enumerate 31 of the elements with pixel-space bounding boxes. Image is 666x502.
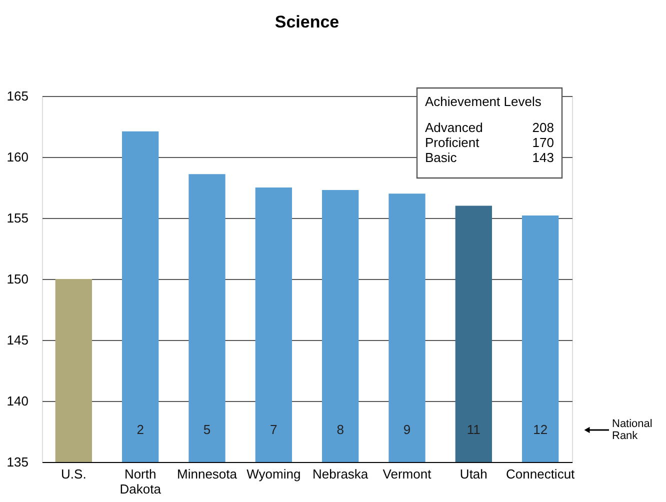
y-tick-label: 165	[6, 88, 28, 104]
chart-title: Science	[274, 12, 340, 32]
annotation: 5	[203, 422, 211, 437]
annotation: Achievement Levels	[425, 94, 542, 109]
x-tick-label: Wyoming	[246, 466, 301, 482]
annotation: 7	[270, 422, 278, 437]
annotation: 170	[532, 135, 554, 150]
annotation: 12	[533, 422, 548, 437]
x-tick-label: Minnesota	[177, 466, 238, 482]
annotation: Proficient	[425, 135, 480, 150]
y-tick-label: 145	[6, 332, 28, 348]
text: National Rank	[612, 418, 652, 442]
annotation: 2	[136, 422, 144, 437]
annotation: Advanced	[425, 120, 483, 135]
annotation: Basic	[425, 150, 458, 165]
y-tick-label: 135	[6, 454, 28, 470]
y-tick-label: 155	[6, 210, 28, 226]
annotation: 8	[336, 422, 344, 437]
annotation: 9	[403, 422, 411, 437]
y-tick-label: 150	[6, 272, 28, 286]
annotation: 143	[532, 150, 554, 165]
x-tick-label: Nebraska	[312, 466, 369, 482]
x-tick-label: Vermont	[382, 466, 432, 482]
x-tick-label: Utah	[460, 466, 488, 482]
y-tick-label: 140	[6, 394, 28, 408]
y-tick-label: 160	[6, 150, 28, 164]
x-tick-label: North Dakota	[120, 466, 162, 496]
x-tick-label: U.S.	[61, 466, 86, 482]
annotation: 208	[532, 120, 554, 135]
annotation: 11	[466, 422, 480, 437]
x-tick-label: Connecticut	[506, 466, 576, 482]
